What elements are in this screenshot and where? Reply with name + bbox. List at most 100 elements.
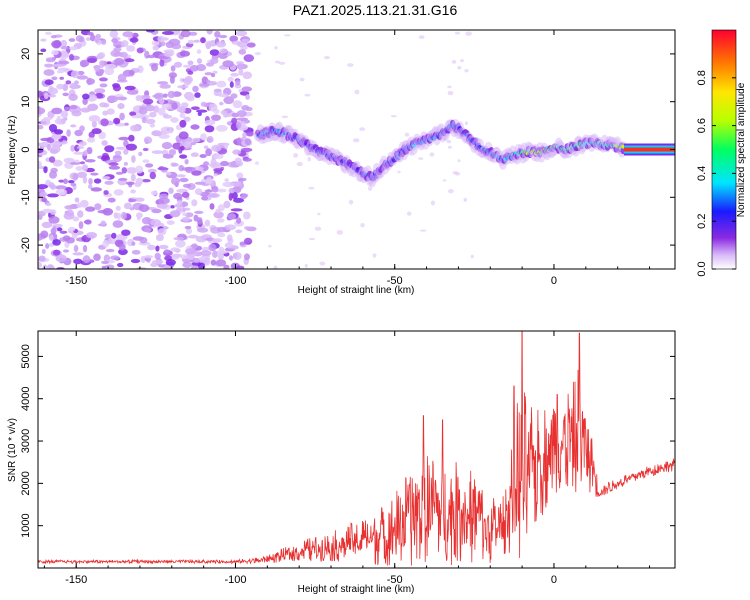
spectrogram-blob [442, 179, 447, 182]
spectrogram-blob [117, 262, 124, 268]
spectrogram-blob [51, 107, 63, 115]
spectrogram-blob [99, 68, 105, 74]
spectrogram-blob [210, 158, 217, 167]
spectrogram-blob [240, 147, 253, 152]
spectrogram-blob [187, 70, 194, 75]
x-tick-label: -100 [224, 574, 246, 586]
spectrogram-blob [104, 63, 117, 70]
spectrogram-blob [111, 38, 119, 44]
spectrogram-blob [83, 150, 88, 157]
spectrogram-blob [161, 103, 173, 110]
spectrogram-blob [73, 258, 83, 265]
spectrogram-blob [44, 79, 54, 85]
spectrogram-blob [41, 197, 47, 203]
spectrogram-blob [236, 265, 245, 269]
spectrogram-blob [151, 63, 158, 72]
spectrogram-blob [116, 96, 128, 101]
spectrogram-blob [181, 167, 193, 171]
spectrogram-blob [223, 96, 234, 105]
spectrogram-blob [209, 203, 215, 210]
spectrogram-blob [38, 255, 46, 262]
spectrogram-blob [184, 225, 192, 230]
spectrogram-blob [146, 30, 155, 33]
spectrogram-blob [48, 216, 60, 224]
spectrogram-blob [354, 89, 360, 95]
spectrogram-blob [47, 193, 59, 198]
spectrogram-blob [183, 207, 191, 211]
spectrogram-blob [39, 191, 48, 197]
spectrogram-blob [173, 237, 185, 241]
spectrogram-blob [208, 193, 220, 198]
spectrogram-blob [201, 195, 209, 201]
spectrogram-blob [222, 181, 235, 188]
spectrogram-blob [149, 171, 156, 180]
spectrogram-blob [49, 156, 56, 163]
spectrogram-blob [115, 44, 122, 48]
spectrogram-blob [204, 257, 210, 266]
spectrogram-blob [113, 57, 125, 66]
spectrogram-blob [157, 81, 169, 85]
spectrogram-blob [223, 264, 230, 269]
spectrogram-blob [197, 262, 206, 269]
spectrogram-blob [200, 250, 212, 256]
spectrogram-blob [55, 188, 67, 196]
spectrogram-blob [59, 230, 68, 234]
spectrogram-blob [101, 265, 107, 269]
spectrogram-blob [213, 173, 218, 177]
spectrogram-blob [82, 255, 91, 264]
spectrogram-blob [166, 220, 175, 226]
spectrogram-blob [123, 149, 129, 155]
spectrogram-blob [68, 53, 75, 61]
spectrogram-blob [100, 155, 111, 162]
spectrogram-blob [75, 166, 83, 171]
spectrogram-blob [140, 256, 146, 263]
spectrogram-blob [125, 181, 135, 186]
snr-xlabel: Height of straight line (km) [298, 584, 415, 595]
spectrogram-blob [246, 42, 256, 48]
spectrogram-blob [185, 248, 196, 255]
spectrogram-blob [211, 114, 221, 121]
spectrogram-blob [216, 80, 227, 88]
spectrogram-blob [155, 234, 164, 242]
spectrogram-blob [204, 119, 216, 126]
spectrogram-blob [224, 242, 234, 249]
spectrogram-blob [55, 254, 67, 263]
spectrogram-blob [227, 76, 234, 82]
spectrogram-blob [187, 234, 199, 239]
spectrogram-blob [157, 107, 166, 116]
spectrogram-blob [47, 143, 51, 151]
spectrogram-blob [69, 104, 78, 110]
spectrogram-blob [206, 136, 214, 143]
spectrogram-blob [210, 57, 219, 64]
spectrogram-blob [244, 253, 250, 261]
spectrogram-blob [136, 212, 143, 219]
spectrogram-blob [121, 167, 128, 174]
spectrogram-blob [85, 206, 96, 212]
spectrogram-blob [254, 161, 259, 165]
spectrogram-blob [151, 150, 164, 155]
spectrogram-blob [52, 226, 58, 230]
spectrogram-blob [149, 111, 157, 118]
spectrogram-blob [213, 168, 224, 172]
spectrogram-blob [228, 255, 234, 261]
spectrogram-blob [99, 102, 108, 108]
spectrogram-blob [83, 220, 92, 224]
spectrogram-blob [278, 61, 286, 65]
spectrogram-blob [206, 30, 213, 35]
spectrogram-blob [158, 197, 170, 205]
spectrogram-blob [464, 121, 468, 126]
spectrogram-blob [90, 172, 99, 176]
spectrogram-blob [87, 184, 93, 189]
spectrogram-blob [180, 254, 189, 260]
spectrogram-blob [62, 83, 69, 92]
spectrogram-blob [151, 208, 162, 214]
spectrogram-blob [104, 180, 114, 185]
spectrogram-blob [217, 218, 225, 223]
spectrogram-blob [352, 138, 360, 143]
spectrogram-blob [224, 142, 229, 150]
spectrogram-blob [60, 118, 66, 124]
spectrogram-blob [222, 110, 228, 118]
spectrogram-blob [94, 35, 99, 44]
spectrogram-blob [41, 248, 46, 255]
spectrogram-blob [196, 109, 208, 113]
